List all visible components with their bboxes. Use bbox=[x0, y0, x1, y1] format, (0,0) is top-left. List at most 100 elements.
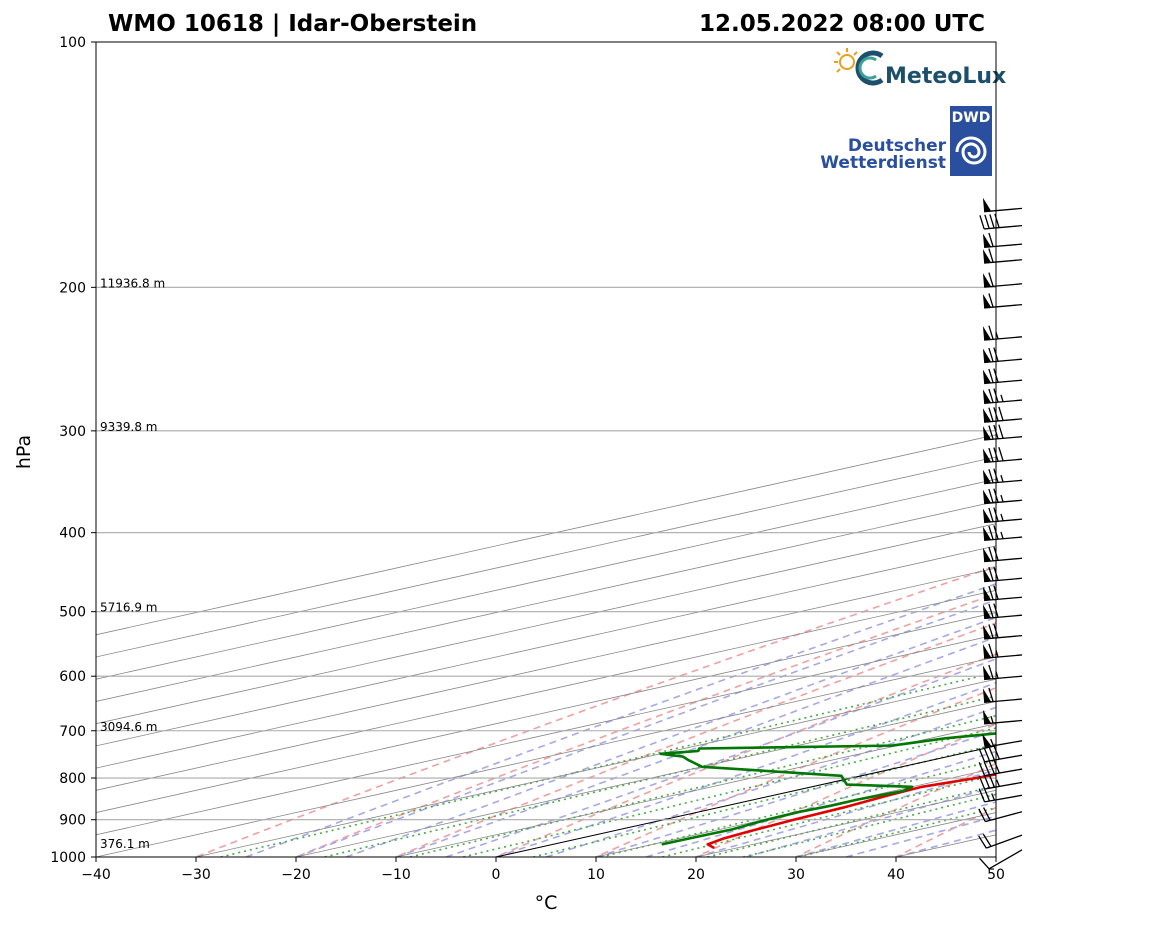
moist-adiabat bbox=[345, 616, 996, 857]
moist-adiabat bbox=[445, 658, 996, 857]
dry-adiabat bbox=[1065, 24, 1160, 875]
wind-barb bbox=[982, 293, 1023, 309]
y-axis-label: hPa bbox=[13, 435, 35, 469]
x-tick-label: 40 bbox=[887, 867, 905, 883]
wind-barb bbox=[982, 525, 1023, 542]
moist-adiabat bbox=[595, 729, 996, 857]
isotherm bbox=[96, 434, 996, 636]
dry-adiabat bbox=[293, 592, 996, 857]
y-axis: 100 200 300 400 500 600 700 800 900 1000 bbox=[50, 35, 96, 866]
wind-barb bbox=[982, 733, 1023, 748]
chart-title-time: 12.05.2022 08:00 UTC bbox=[699, 11, 985, 37]
isotherm bbox=[96, 523, 996, 725]
wind-barb bbox=[982, 406, 1023, 423]
dwd-badge-text: DWD bbox=[952, 110, 991, 126]
x-tick-label: −40 bbox=[81, 867, 111, 883]
wind-barb bbox=[982, 325, 1023, 341]
wind-barb bbox=[978, 773, 1023, 790]
isotherm bbox=[96, 612, 996, 813]
wind-barb bbox=[982, 368, 1023, 385]
isotherm bbox=[395, 723, 996, 857]
moist-adiabat bbox=[395, 636, 996, 857]
x-tick-label: 30 bbox=[787, 867, 805, 883]
mixing-ratio-line bbox=[600, 759, 996, 857]
moist-adiabat bbox=[695, 769, 996, 857]
mixing-ratio-line bbox=[463, 727, 996, 857]
wind-barb bbox=[982, 468, 1023, 485]
plot-frame bbox=[95, 41, 997, 858]
wind-barb bbox=[982, 623, 1023, 640]
y-tick-label: 200 bbox=[59, 280, 86, 296]
wind-barb bbox=[978, 787, 1023, 803]
moist-adiabat bbox=[745, 785, 996, 857]
dwd-text-line1: Deutscher bbox=[848, 136, 947, 156]
y-tick-label: 600 bbox=[59, 669, 86, 685]
wind-barb bbox=[982, 197, 1023, 213]
wind-barb bbox=[982, 643, 1023, 659]
wind-barb bbox=[982, 709, 1023, 725]
wind-barb bbox=[982, 347, 1023, 364]
wind-barb bbox=[982, 446, 1023, 464]
wind-barb bbox=[982, 248, 1023, 264]
y-tick-label: 800 bbox=[59, 771, 86, 787]
wind-barb bbox=[982, 603, 1023, 620]
isotherm bbox=[96, 634, 996, 836]
isotherm bbox=[96, 656, 996, 857]
chart-title-station: WMO 10618 | Idar-Oberstein bbox=[108, 11, 477, 37]
moist-adiabat bbox=[845, 815, 996, 857]
x-tick-label: −10 bbox=[381, 867, 411, 883]
x-tick-label: 20 bbox=[687, 867, 705, 883]
y-tick-label: 300 bbox=[59, 424, 86, 440]
y-tick-label: 400 bbox=[59, 526, 86, 542]
moist-adiabat bbox=[645, 750, 996, 857]
meteolux-mark-icon bbox=[855, 50, 884, 86]
dry-adiabat bbox=[494, 653, 996, 857]
height-label: 3094.6 m bbox=[100, 720, 158, 734]
x-tick-label: −30 bbox=[181, 867, 211, 883]
wind-barb bbox=[982, 507, 1023, 524]
wind-barb bbox=[978, 833, 1023, 849]
isotherm bbox=[295, 701, 996, 857]
x-tick-label: 50 bbox=[987, 867, 1005, 883]
dwd-badge bbox=[950, 106, 992, 176]
wind-barb bbox=[979, 213, 1023, 230]
height-labels: 11936.8 m 9339.8 m 5716.9 m 3094.6 m 376.1 m bbox=[100, 276, 165, 851]
x-tick-label: 10 bbox=[587, 867, 605, 883]
y-tick-label: 900 bbox=[59, 813, 86, 829]
wind-barb bbox=[982, 566, 1023, 583]
mixing-ratio-line bbox=[220, 675, 981, 857]
sun-icon bbox=[834, 48, 858, 73]
dry-adiabat bbox=[193, 565, 996, 857]
wind-barb bbox=[982, 232, 1023, 249]
dewpoint-profile bbox=[659, 732, 996, 846]
y-tick-label: 500 bbox=[59, 605, 86, 621]
wind-barb bbox=[982, 388, 1023, 405]
wind-barb bbox=[982, 424, 1023, 441]
y-tick-label: 700 bbox=[59, 724, 86, 740]
wind-barb bbox=[982, 546, 1023, 563]
height-label: 376.1 m bbox=[100, 837, 150, 851]
moist-adiabat bbox=[495, 681, 996, 857]
moist-adiabat bbox=[295, 599, 996, 857]
dwd-logo: DWD Deutscher Wetterdienst bbox=[820, 106, 992, 176]
chart-series bbox=[659, 732, 996, 850]
height-label: 5716.9 m bbox=[100, 601, 158, 615]
isotherm bbox=[96, 567, 996, 769]
wind-barbs bbox=[978, 197, 1023, 870]
mixing-ratio-line bbox=[533, 743, 996, 857]
height-label: 9339.8 m bbox=[100, 420, 158, 434]
wind-barb bbox=[982, 664, 1023, 681]
chart-grid bbox=[96, 24, 1160, 875]
dry-adiabat bbox=[393, 622, 996, 857]
y-tick-label: 100 bbox=[59, 35, 86, 51]
wind-barb bbox=[978, 759, 1023, 777]
dwd-text-line2: Wetterdienst bbox=[820, 153, 946, 173]
mixing-ratio-line bbox=[662, 774, 996, 857]
moist-adiabat bbox=[245, 582, 996, 857]
wind-barb bbox=[982, 488, 1023, 505]
wind-barb bbox=[978, 745, 1023, 763]
x-axis: −40 −30 −20 −10 0 10 20 30 40 50 bbox=[81, 857, 1005, 883]
wind-barb bbox=[982, 585, 1023, 602]
wind-barb bbox=[982, 272, 1023, 288]
